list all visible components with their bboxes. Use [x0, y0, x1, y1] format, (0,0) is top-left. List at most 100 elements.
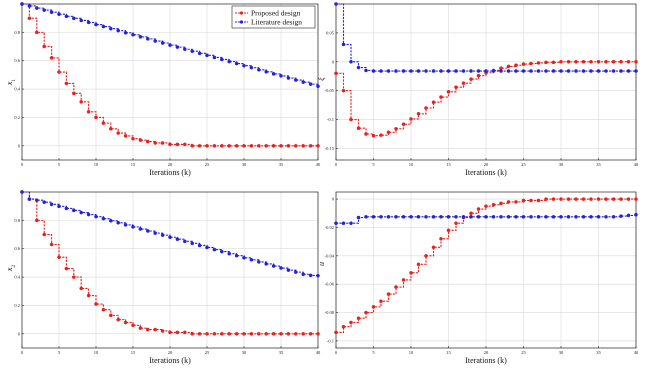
data-point [293, 332, 298, 336]
data-point [293, 270, 298, 274]
data-point [469, 69, 473, 73]
data-point [446, 228, 451, 233]
data-point [439, 215, 443, 219]
x-tick-label: 5 [58, 350, 61, 355]
data-point [611, 215, 616, 219]
data-point [469, 215, 473, 219]
y-axis-label: u [317, 262, 326, 266]
data-point [86, 109, 91, 114]
data-point [611, 69, 616, 73]
x-tick-label: 30 [242, 162, 247, 167]
data-point [212, 144, 217, 148]
data-point [589, 69, 593, 73]
data-point [234, 144, 239, 148]
data-point [356, 316, 361, 321]
y-tick-label: 0.4 [14, 87, 20, 92]
data-point [27, 4, 32, 8]
data-point [394, 215, 398, 219]
data-point [454, 215, 458, 219]
data-point [264, 332, 269, 336]
data-point [301, 80, 306, 84]
data-point [604, 197, 608, 201]
data-point [559, 197, 563, 201]
data-point [604, 69, 608, 73]
x-tick-label: 40 [316, 162, 321, 167]
data-point [86, 212, 91, 217]
data-point [64, 14, 69, 19]
data-point [491, 69, 496, 73]
series-line [336, 3, 636, 72]
data-point [581, 215, 586, 219]
x-tick-label: 0 [21, 162, 24, 167]
data-point [431, 245, 436, 250]
data-point [49, 242, 54, 247]
data-point [109, 313, 113, 318]
data-point [138, 138, 143, 142]
data-point [476, 207, 481, 211]
data-point [424, 215, 428, 219]
data-point [212, 247, 217, 252]
data-point [249, 65, 254, 70]
data-point [168, 43, 172, 47]
data-point [341, 221, 346, 225]
data-point [72, 275, 76, 279]
data-point [271, 332, 276, 336]
data-point [604, 215, 608, 219]
data-point [334, 2, 338, 6]
y-tick-label: -0.04 [325, 253, 335, 258]
data-point [153, 327, 157, 332]
x-axis-label: Iterations (k) [465, 168, 507, 177]
data-point [256, 332, 261, 336]
data-point [626, 213, 631, 218]
data-point [476, 215, 481, 219]
data-point [341, 324, 346, 329]
data-point [57, 204, 61, 209]
x-tick-label: 25 [205, 350, 210, 355]
data-point [551, 215, 556, 219]
data-point [364, 68, 368, 73]
data-point [484, 204, 488, 208]
data-point [79, 100, 83, 104]
data-point [301, 144, 306, 148]
data-point [212, 55, 217, 60]
data-point [249, 332, 254, 336]
data-point [416, 69, 421, 73]
data-point [356, 215, 361, 220]
data-point [234, 61, 239, 66]
data-point [566, 69, 571, 73]
data-point [197, 243, 202, 248]
data-point [521, 198, 526, 203]
data-point [27, 16, 32, 20]
data-point [536, 61, 541, 65]
data-point [49, 202, 54, 207]
data-point [264, 69, 269, 74]
data-point [544, 60, 548, 65]
data-point [182, 239, 187, 244]
data-point [160, 141, 165, 145]
data-point [424, 69, 428, 73]
data-point [334, 330, 338, 335]
data-point [205, 144, 209, 148]
data-point [566, 215, 571, 219]
data-point [242, 63, 246, 68]
x-tick-label: 20 [168, 162, 173, 167]
data-point [168, 235, 172, 240]
data-point [484, 215, 488, 219]
data-point [286, 332, 291, 336]
data-point [394, 285, 398, 289]
x-tick-label: 20 [484, 162, 489, 167]
data-point [249, 257, 254, 262]
data-point [42, 8, 47, 12]
data-point [131, 225, 135, 229]
data-point [401, 215, 406, 219]
data-point [559, 69, 563, 73]
data-point [416, 215, 421, 219]
data-point [145, 37, 150, 41]
x-tick-label: 5 [372, 162, 375, 167]
data-point [544, 215, 548, 219]
data-point [634, 69, 638, 73]
data-point [190, 241, 194, 246]
data-point [454, 69, 458, 73]
